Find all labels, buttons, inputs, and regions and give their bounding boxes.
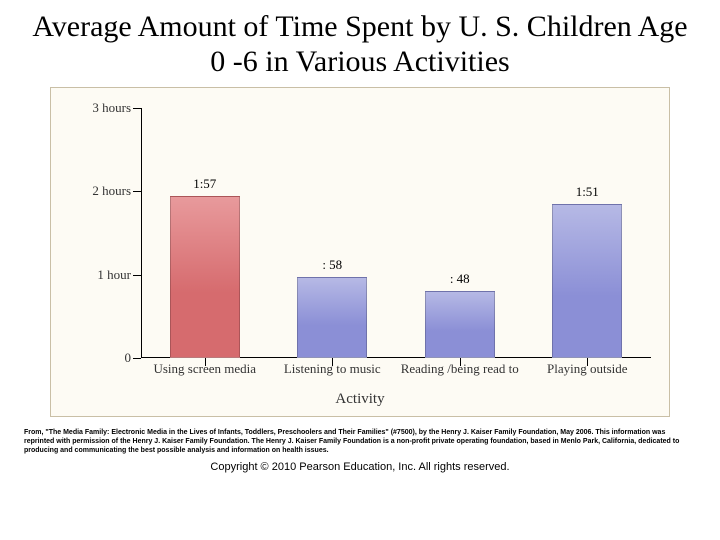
bar-value-label: : 58 <box>322 257 342 277</box>
y-tick-label: 3 hours <box>92 100 131 116</box>
slide-title: Average Amount of Time Spent by U. S. Ch… <box>0 0 720 83</box>
x-tick-label: Using screen media <box>144 362 265 377</box>
y-tick-label: 0 <box>125 350 132 366</box>
x-tick-label: Reading /being read to <box>399 362 520 377</box>
source-citation: From, "The Media Family: Electronic Medi… <box>0 425 720 461</box>
y-tick <box>133 275 141 276</box>
slide: Average Amount of Time Spent by U. S. Ch… <box>0 0 720 540</box>
bar-value-label: 1:51 <box>576 184 599 204</box>
x-tick-label: Listening to music <box>272 362 393 377</box>
bar <box>425 291 495 358</box>
x-axis-title: Activity <box>51 391 669 408</box>
y-tick-label: 1 hour <box>97 267 131 283</box>
chart-container: 1:57 : 58 : 48 1:51 0 1 hour 2 hours 3 hours Us… <box>50 87 670 417</box>
bar-value-label: 1:57 <box>193 176 216 196</box>
y-tick <box>133 358 141 359</box>
y-tick-label: 2 hours <box>92 183 131 199</box>
bar <box>552 204 622 358</box>
plot-area: 1:57: 58: 481:51 01 hour2 hours3 hoursUs… <box>141 108 651 358</box>
y-tick <box>133 108 141 109</box>
bar <box>170 196 240 359</box>
y-tick <box>133 191 141 192</box>
x-tick-label: Playing outside <box>527 362 648 377</box>
bar-value-label: : 48 <box>450 271 470 291</box>
bars-group: 1:57 : 58 : 48 1:51 <box>141 108 651 358</box>
copyright-text: Copyright © 2010 Pearson Education, Inc.… <box>0 461 720 481</box>
bar <box>297 277 367 358</box>
